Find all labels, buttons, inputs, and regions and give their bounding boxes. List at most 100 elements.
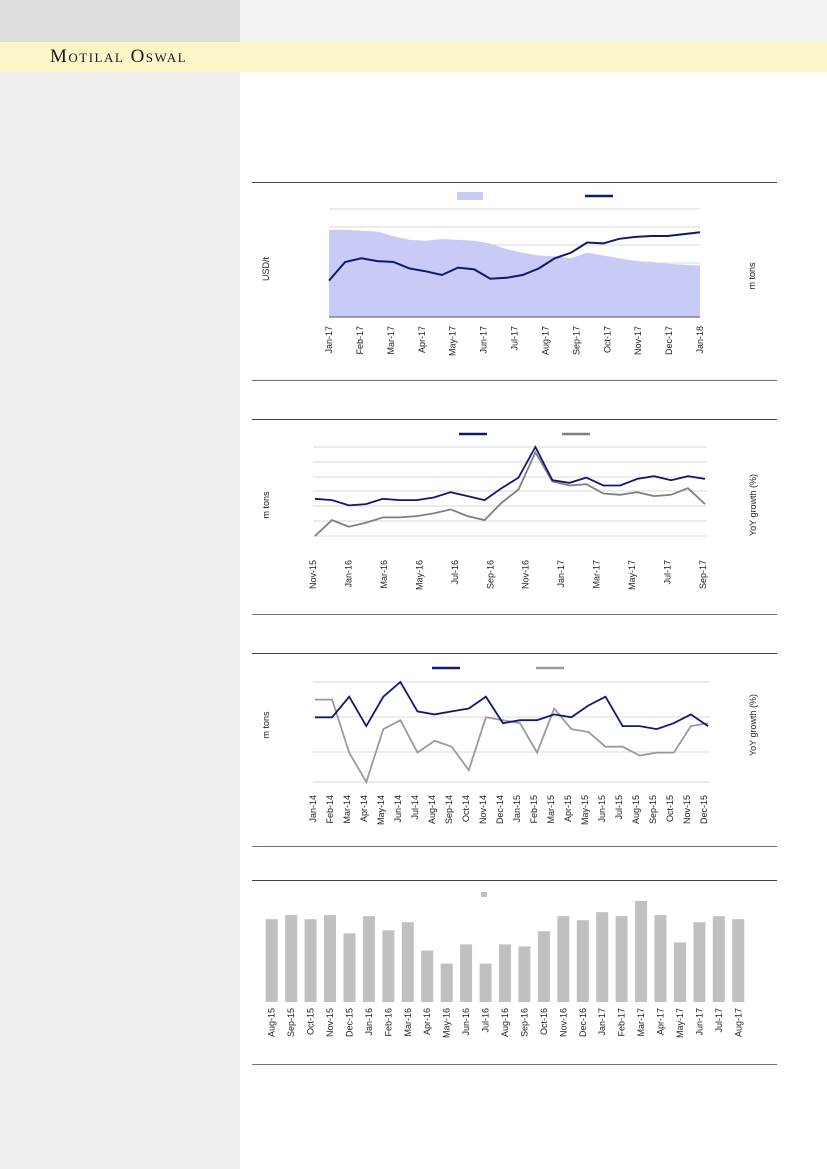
chart4-x-tick: May-16 [442,1008,452,1038]
c3-x-tick: Mar-14 [342,795,352,824]
chart4-bar [499,944,511,1002]
chart4-x-tick: Dec-16 [578,1008,588,1037]
c3-y-right-label: YoY growth (%) [748,694,758,756]
chart1-line-series [328,231,701,282]
chart4-x-tick: Apr-16 [422,1008,432,1035]
chart4-x-tick: Aug-15 [267,1008,277,1037]
c2-x-tick: Nov-16 [521,560,531,589]
c3-x-tick: Jan-15 [512,795,522,823]
chart4-x-tick: Mar-16 [403,1008,413,1037]
chart4-bar [421,950,434,1002]
c3-x-tick: Jun-15 [597,795,607,823]
brand-logo: Motilal Oswal [50,46,188,67]
c2-y-left-label: m tons [261,491,271,519]
chart4-bar [285,915,298,1002]
c2-x-tick: Jul-17 [663,560,673,585]
chart4-bar [265,919,278,1002]
chart4-x-tick: Jan-16 [364,1008,374,1036]
chart4-bar [537,931,550,1002]
chart4-bar [596,912,609,1002]
chart4-x-tick: Aug-17 [733,1008,743,1037]
c3-x-tick: Dec-15 [699,795,709,824]
chart1-x-tick: Jul-17 [510,326,520,351]
chart4-x-tick: Nov-16 [558,1008,568,1037]
chart4-bar [654,915,667,1002]
chart4-bar [324,915,336,1002]
chart1-x-tick: Aug-17 [540,326,550,355]
c2-x-tick: Jul-16 [450,560,460,585]
c3-x-tick: Feb-15 [529,795,539,824]
c2-y-right-label: YoY growth (%) [748,474,758,536]
c3-x-tick: Feb-14 [325,795,335,824]
c2-x-tick: Mar-17 [592,560,602,589]
c2-x-tick: Nov-15 [308,560,318,589]
c3-x-tick: Apr-15 [563,795,573,822]
c2-x-tick: Sep-16 [485,560,495,589]
chart4-x-tick: Aug-16 [500,1008,510,1037]
chart2-bottom-rule [252,614,777,615]
chart4-x-tick: Dec-15 [344,1008,354,1037]
c3-x-tick: Aug-14 [427,795,437,824]
c3-x-tick: Jul-14 [410,795,420,820]
sidebar-panel [0,0,240,1169]
c3-x-tick: Oct-15 [665,795,675,822]
chart1-x-tick: Jun-17 [479,326,489,354]
chart4-bar [732,919,745,1002]
chart1-y-right-label: m tons [747,262,757,290]
chart4-x-tick: Sep-16 [519,1008,529,1037]
c3-series-1 [315,680,709,731]
c2-series-2 [314,450,706,537]
chart4-x-tick: Apr-17 [656,1008,666,1035]
chart4-x-tick: Jul-16 [481,1008,491,1033]
c3-x-tick: Mar-15 [546,795,556,824]
chart4-x-tick: Nov-15 [325,1008,335,1037]
chart4-bar [674,942,686,1002]
c3-x-tick: Jun-14 [393,795,403,823]
chart4-bar [615,916,628,1002]
chart4-x-tick: Jun-17 [694,1008,704,1036]
c2-x-tick: May-16 [414,560,424,590]
chart1-legend-area-swatch [457,192,483,200]
chart4-bar [440,963,453,1002]
chart3-bottom-rule [252,846,777,847]
chart1-y-left-label: USD/t [261,257,271,282]
chart4: Aug-15 Sep-15 Oct-15 Nov-15 Dec-15 Jan-16 Feb-… [265,892,745,1038]
chart1-x-tick: Sep-17 [571,326,581,355]
chart4-x-tick: Sep-15 [286,1008,296,1037]
c2-x-tick: May-17 [627,560,637,590]
c3-x-tick: Jul-15 [614,795,624,820]
chart4-top-rule [252,880,777,881]
c3-x-tick: May-15 [580,795,590,825]
chart1-area-series [329,229,700,317]
chart1-top-rule [252,182,777,183]
chart4-bar [401,922,414,1002]
chart1-bottom-rule [252,380,777,381]
chart1-x-tick: Jan-17 [324,326,334,354]
chart4-bar [518,946,531,1002]
chart4-x-tick: May-17 [675,1008,685,1038]
chart3-top-rule [252,653,777,654]
c3-y-left-label: m tons [261,711,271,739]
chart4-x-tick: Oct-16 [539,1008,549,1035]
chart1: Jan-17 Feb-17 Mar-17 Apr-17 May-17 Jun-17 Jul-… [261,192,757,356]
header-bar [0,42,827,72]
chart1-x-tick: Apr-17 [417,326,427,353]
top-left-block [0,0,240,42]
top-band [240,0,827,42]
c2-x-tick: Mar-16 [379,560,389,589]
chart4-bar [576,920,589,1002]
chart1-x-tick: Dec-17 [664,326,674,355]
chart4-bar [635,901,648,1002]
chart4-bar [557,916,570,1002]
c2-x-tick: Jan-17 [556,560,566,588]
chart2-top-rule [252,419,777,420]
c3-x-tick: Dec-14 [495,795,505,824]
chart4-x-tick: Jul-17 [714,1008,724,1033]
chart4-bar [343,933,356,1002]
chart4-x-tick: Feb-16 [383,1008,393,1037]
chart4-bar [304,919,317,1002]
c2-series-1 [314,445,706,507]
chart4-bar [693,922,706,1002]
chart2: Nov-15 Jan-16 Mar-16 May-16 Jul-16 Sep-16 Nov-… [261,432,758,590]
chart4-x-tick: Jun-16 [461,1008,471,1036]
